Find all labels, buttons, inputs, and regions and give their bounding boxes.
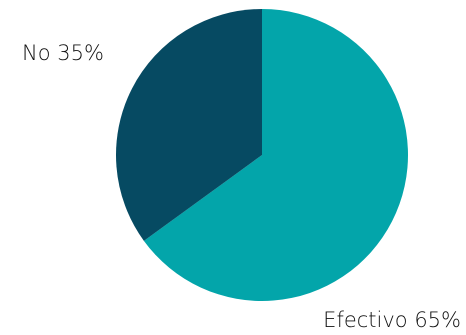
slice-label-no: No 35% [22,41,104,65]
pie-slice-no [116,9,262,241]
pie-slices [116,9,408,302]
slice-label-efectivo: Efectivo 65% [323,308,461,332]
pie-slice-efectivo [143,9,408,302]
